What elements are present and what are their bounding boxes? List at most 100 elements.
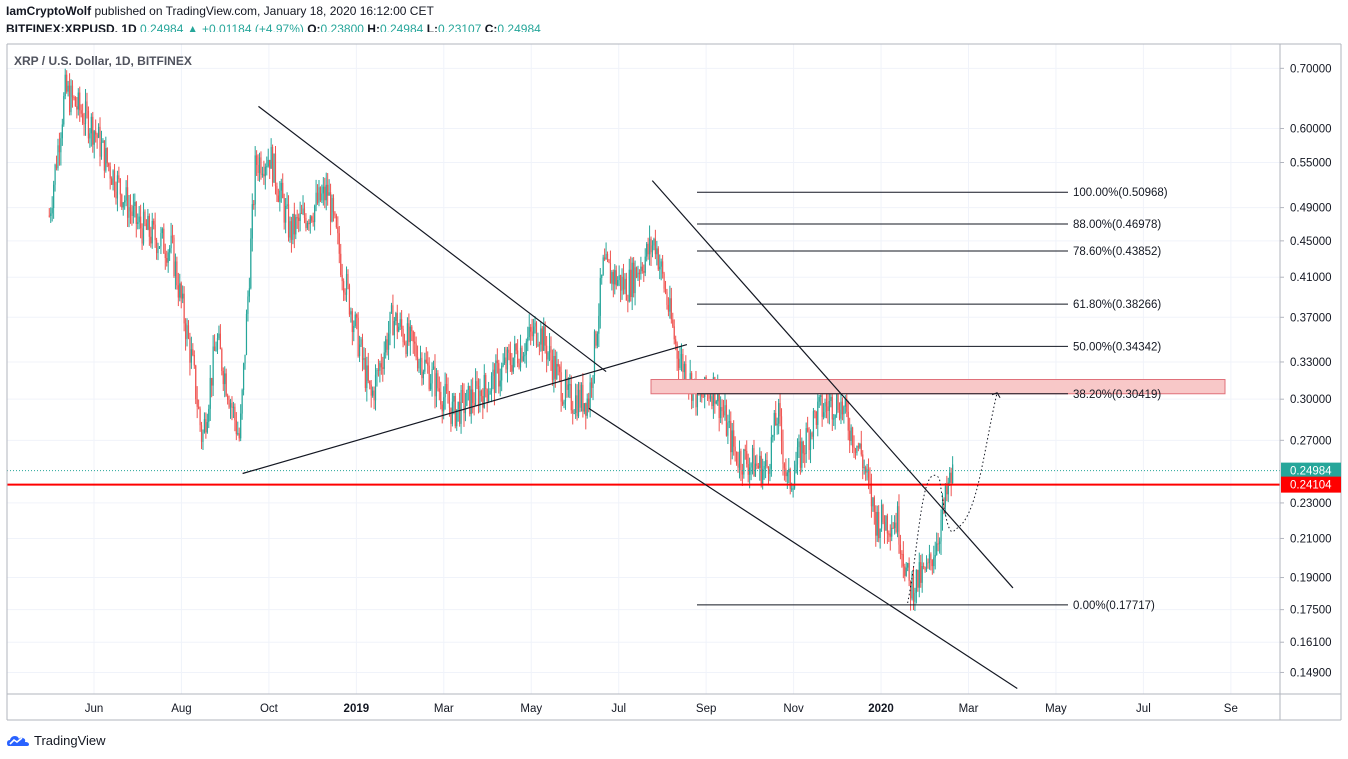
trendline [588, 407, 1018, 690]
candle-body [121, 194, 123, 208]
candle-body [548, 346, 551, 353]
candle-body [348, 285, 351, 315]
candle-body [183, 293, 185, 324]
candle-body [153, 220, 155, 225]
candle-body [592, 375, 594, 388]
candle-body [514, 343, 516, 358]
candle-body [750, 463, 752, 468]
candle-body [229, 403, 232, 408]
candle-body [419, 357, 422, 362]
price-tag-label: 0.24984 [1290, 466, 1332, 478]
candle-body [933, 557, 935, 567]
candle-body [569, 384, 571, 386]
candle-body [240, 413, 242, 439]
candle-body [936, 543, 938, 555]
candle-body [48, 215, 50, 217]
candle-body [718, 387, 720, 419]
candle-body [273, 153, 275, 183]
author-name[interactable]: IamCryptoWolf [6, 4, 92, 18]
candle-body [804, 453, 806, 455]
candle-body [540, 328, 542, 345]
candle-body [306, 222, 308, 228]
candle-body [778, 403, 780, 424]
fib-level-label: 61.80%(0.38266) [1073, 299, 1161, 311]
candle-body [345, 273, 348, 295]
candle-body [801, 441, 803, 468]
candle-body [314, 205, 316, 223]
candle-body [57, 145, 59, 169]
candle-body [946, 486, 948, 495]
candle-body [611, 272, 613, 284]
candle-body [677, 358, 680, 368]
candle-body [561, 401, 564, 405]
candle-body [190, 349, 192, 363]
candle-body [722, 411, 725, 416]
candle-body [128, 207, 130, 218]
candle-body [744, 449, 746, 451]
candle-body [847, 411, 849, 431]
candle-body [53, 184, 55, 209]
candle-body [77, 92, 79, 110]
candle-body [363, 357, 365, 361]
candle-body [582, 384, 584, 412]
candle-body [399, 319, 401, 327]
candle-body [743, 449, 745, 475]
candle-body [920, 562, 922, 583]
candle-body [949, 472, 951, 483]
candle-body [885, 515, 887, 531]
candle-body [331, 198, 333, 222]
candle-body [630, 269, 632, 298]
candle-body [585, 403, 587, 416]
candle-body [614, 270, 616, 285]
candle-body [846, 399, 848, 412]
candle-body [560, 372, 562, 402]
candle-body [902, 554, 904, 567]
candle-body [598, 315, 600, 334]
candle-body [896, 506, 899, 532]
candle-body [908, 562, 910, 581]
candle-body [225, 373, 227, 396]
candle-body [666, 292, 668, 305]
candle-body [269, 159, 271, 169]
candle-body [257, 165, 259, 174]
candle-body [341, 274, 343, 282]
candle-body [374, 374, 377, 401]
candle-body [917, 569, 919, 588]
candle-body [279, 190, 281, 202]
candle-body [470, 389, 472, 415]
candle-body [396, 313, 398, 332]
candle-body [941, 501, 944, 520]
candle-body [432, 366, 435, 369]
trendline-drawings[interactable] [7, 105, 1280, 690]
candle-body [660, 261, 662, 267]
candle-body [286, 204, 288, 206]
candle-body [386, 339, 388, 350]
candle-body [106, 148, 108, 164]
candle-body [424, 359, 426, 372]
candle-body [789, 468, 791, 489]
tradingview-logo[interactable]: TradingView [6, 732, 106, 748]
candle-body [160, 233, 162, 247]
candle-body [817, 401, 819, 425]
candle-body [418, 361, 420, 369]
candle-body [952, 464, 954, 484]
trendline [258, 105, 607, 373]
fibonacci-retracement[interactable]: 100.00%(0.50968) 88.00%(0.46978) 78.60%(0.… [650, 187, 1226, 612]
candle-body [631, 262, 633, 298]
candle-body [640, 266, 642, 275]
candle-body [647, 243, 649, 255]
candle-body [493, 369, 496, 393]
candle-body [772, 435, 774, 438]
candle-body [55, 164, 58, 169]
candle-body [503, 357, 506, 364]
candle-body [780, 416, 783, 442]
candle-body [595, 331, 597, 346]
candle-body [683, 363, 685, 373]
candle-body [937, 543, 939, 545]
candle-body [108, 163, 110, 167]
candle-body [58, 145, 61, 153]
candle-body [567, 384, 569, 390]
candle-body [87, 110, 90, 139]
candle-body [373, 390, 375, 401]
